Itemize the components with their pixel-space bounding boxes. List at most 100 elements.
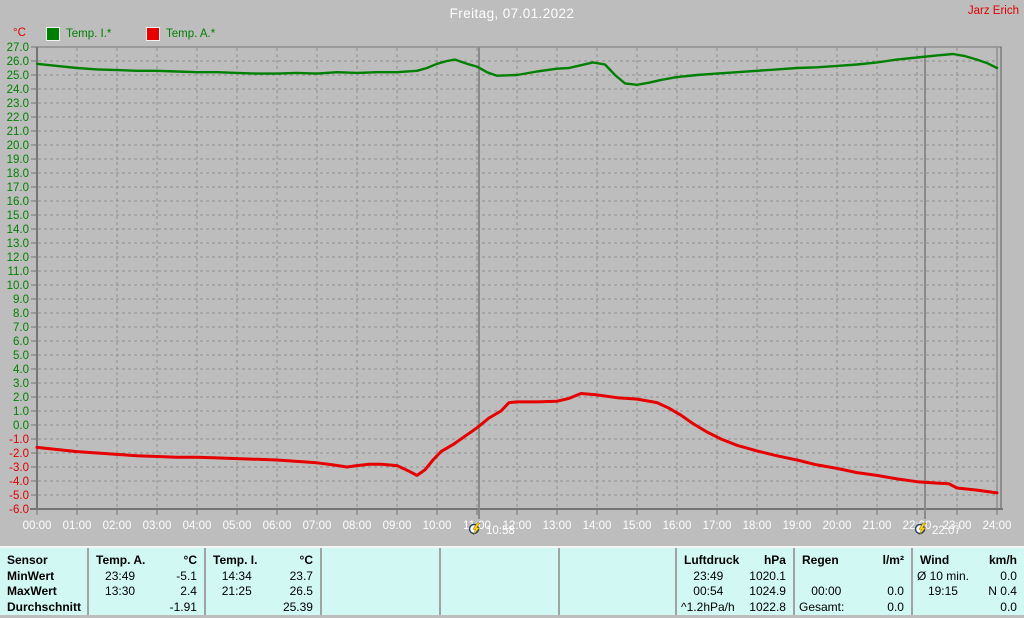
y-axis-label: 6.0 [13, 336, 29, 348]
avg-value: 25.39 [282, 599, 313, 614]
min-value: 1020.1 [749, 568, 786, 583]
cursor-time-label-2: 22:07 [932, 525, 961, 537]
y-axis-label: 2.0 [13, 392, 29, 404]
y-axis-label: -5.0 [9, 490, 29, 502]
x-axis-label: 19:00 [783, 520, 812, 532]
max-time: 00:54 [693, 584, 724, 598]
cursor-flash-icon-1[interactable] [468, 522, 481, 536]
flash-icon-bolt [472, 522, 481, 536]
section-title: Temp. I. [213, 553, 258, 567]
y-axis-label: -3.0 [9, 462, 29, 474]
user-name-label: Jarz Erich [967, 5, 1019, 17]
max-time: 00:00 [811, 584, 842, 598]
y-axis-label: 8.0 [13, 308, 29, 320]
x-axis-label: 06:00 [263, 520, 292, 532]
temp-i-legend-label: Temp. I.* [66, 28, 112, 40]
y-axis-label: 25.0 [7, 70, 29, 82]
temp-i-series-line [35, 52, 999, 87]
section-title: Luftdruck [684, 553, 740, 567]
y-axis-label: 3.0 [13, 378, 29, 390]
y-axis-label: 20.0 [7, 140, 29, 152]
y-axis-label: 22.0 [7, 112, 29, 124]
x-axis-label: 15:00 [623, 520, 652, 532]
y-axis-label: 24.0 [7, 84, 29, 96]
x-axis-label: 03:00 [143, 520, 172, 532]
y-axis-unit-label: °C [13, 27, 26, 39]
legend-item-temp-a: Temp. A.* [146, 27, 215, 41]
section-title: Temp. A. [96, 553, 146, 567]
x-axis-label: 21:00 [863, 520, 892, 532]
x-axis-label: 02:00 [103, 520, 132, 532]
max-value: 0.0 [887, 584, 904, 598]
legend-item-temp-i: Temp. I.* [46, 27, 111, 41]
max-value: 2.4 [180, 584, 197, 598]
table-section-luftdruck: Luftdruck hPa 23:49 1020.1 00:54 1024.9 ^1.… [677, 548, 795, 615]
y-axis-label: 16.0 [7, 196, 29, 208]
y-axis-label: 7.0 [13, 322, 29, 334]
x-axis-label: 13:00 [543, 520, 572, 532]
y-axis-label: 23.0 [7, 98, 29, 110]
table-section-empty-2 [441, 548, 560, 615]
x-axis-label: 01:00 [63, 520, 92, 532]
table-header-sensor: Sensor [7, 553, 48, 567]
y-axis-label: 17.0 [7, 182, 29, 194]
section-title: Wind [920, 553, 950, 567]
avg-value: -1.91 [169, 599, 197, 614]
x-axis-label: 14:00 [583, 520, 612, 532]
max-value: 1024.9 [749, 584, 786, 598]
min-value: 0.0 [1000, 568, 1017, 583]
x-axis-label: 08:00 [343, 520, 372, 532]
y-axis-label: 10.0 [7, 280, 29, 292]
y-axis-label: 4.0 [13, 364, 29, 376]
y-axis-label: -2.0 [9, 448, 29, 460]
table-section-temp-a: Temp. A. °C 23:49 -5.1 13:30 2.4 -1.91 [89, 548, 206, 615]
x-axis-label: 23:00 [943, 520, 972, 532]
x-axis-label: 00:00 [23, 520, 52, 532]
section-unit: °C [183, 553, 197, 567]
x-axis-label: 10:00 [423, 520, 452, 532]
max-value: 26.5 [289, 584, 313, 598]
cursor-flash-icon-2[interactable] [914, 522, 927, 536]
y-axis-label: -1.0 [9, 434, 29, 446]
avg-label: ^1.2hPa/h [681, 599, 735, 614]
y-axis-label: 26.0 [7, 56, 29, 68]
x-axis-label: 04:00 [183, 520, 212, 532]
section-unit: °C [299, 553, 313, 567]
min-time: Ø 10 min. [916, 568, 969, 583]
y-axis-label: 13.0 [7, 238, 29, 250]
temp-a-legend-label: Temp. A.* [166, 28, 216, 40]
section-title: Regen [802, 553, 839, 567]
max-value: N 0.4 [988, 584, 1017, 598]
y-axis-label: 15.0 [7, 210, 29, 222]
x-axis-label: 17:00 [703, 520, 732, 532]
avg-value: 0.0 [1000, 599, 1017, 614]
section-unit: l/m² [882, 553, 904, 567]
table-section-regen: Regen l/m² 00:00 0.0 Gesamt: 0.0 [795, 548, 913, 615]
flash-icon-bolt [918, 522, 927, 536]
section-unit: km/h [988, 553, 1017, 567]
avg-value: 1022.8 [749, 599, 786, 614]
row-label-durchschnitt: Durchschnitt [7, 599, 82, 614]
y-axis-label: 12.0 [7, 252, 29, 264]
page-title: Freitag, 07.01.2022 [449, 6, 575, 21]
y-axis-label: 19.0 [7, 154, 29, 166]
y-axis-label: -4.0 [9, 476, 29, 488]
min-time: 23:49 [693, 568, 724, 583]
max-time: 21:25 [221, 584, 252, 598]
section-unit: hPa [763, 553, 786, 567]
row-label-maxwert: MaxWert [7, 584, 57, 598]
x-axis-label: 18:00 [743, 520, 772, 532]
x-axis-label: 05:00 [223, 520, 252, 532]
y-axis-label: 1.0 [13, 406, 29, 418]
x-axis-label: 09:00 [383, 520, 412, 532]
temp-a-legend-swatch-icon [146, 27, 160, 41]
y-axis-label: 9.0 [13, 294, 29, 306]
y-axis-label: 18.0 [7, 168, 29, 180]
table-section-empty-1 [322, 548, 441, 615]
x-axis-label: 07:00 [303, 520, 332, 532]
x-axis-label: 12:00 [503, 520, 532, 532]
temp-a-series-line [35, 392, 999, 495]
avg-value: 0.0 [887, 599, 904, 614]
y-axis-label: 14.0 [7, 224, 29, 236]
